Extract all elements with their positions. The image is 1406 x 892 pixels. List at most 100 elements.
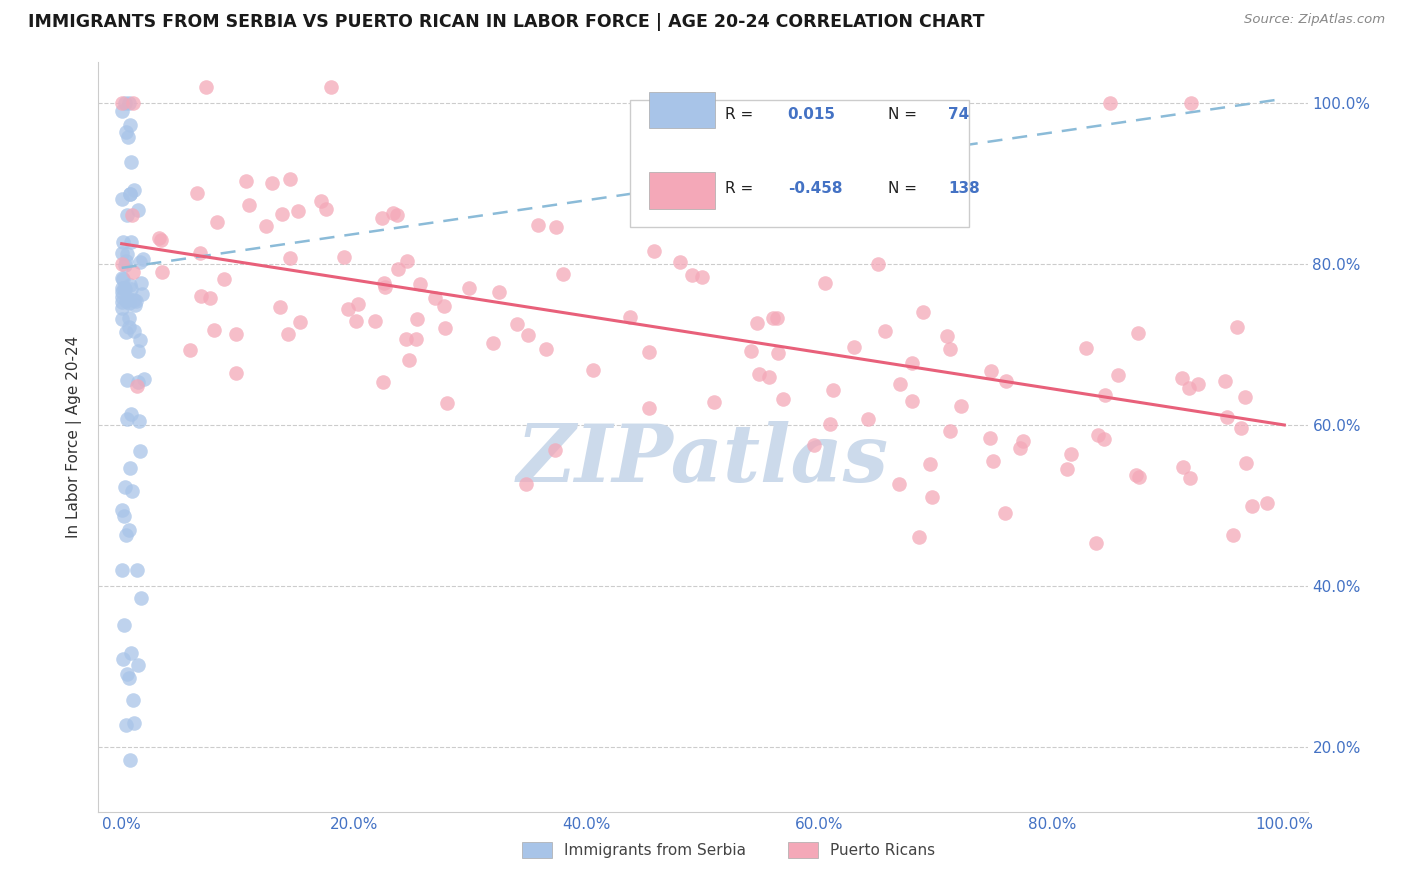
Point: [582, 362, 605, 376]
Point: [1012, 434, 1035, 449]
Point: [190, 288, 212, 302]
Point: [1226, 320, 1249, 334]
Point: [371, 211, 394, 226]
Point: [214, 272, 236, 286]
Point: [125, 563, 148, 577]
Point: [1213, 374, 1236, 388]
Point: [127, 376, 149, 390]
Point: [124, 184, 146, 198]
Point: [120, 461, 142, 475]
Point: [120, 187, 142, 202]
Point: [117, 130, 139, 145]
Point: [1180, 95, 1202, 110]
Point: [336, 301, 359, 316]
Point: [127, 343, 149, 358]
Point: [111, 270, 134, 285]
Point: [198, 291, 221, 305]
FancyBboxPatch shape: [522, 842, 551, 858]
Point: [908, 530, 931, 544]
Point: [238, 198, 260, 212]
Text: -0.458: -0.458: [787, 181, 842, 196]
FancyBboxPatch shape: [648, 92, 716, 128]
Text: 74: 74: [949, 107, 970, 122]
Point: [120, 646, 142, 660]
Point: [544, 443, 567, 458]
Point: [842, 340, 865, 354]
Point: [1094, 388, 1116, 402]
Point: [112, 281, 135, 295]
Point: [111, 95, 134, 110]
Point: [120, 155, 142, 169]
Point: [994, 374, 1017, 388]
Point: [423, 291, 446, 305]
Point: [271, 207, 294, 221]
Point: [195, 79, 218, 94]
Point: [1126, 326, 1149, 340]
Point: [901, 356, 924, 370]
Point: [638, 345, 661, 359]
Point: [936, 329, 959, 343]
Point: [118, 118, 141, 132]
Point: [994, 506, 1017, 520]
Point: [668, 255, 690, 269]
Point: [364, 314, 387, 328]
Point: [457, 281, 479, 295]
Point: [911, 304, 934, 318]
Point: [111, 311, 134, 326]
Point: [1171, 371, 1194, 385]
Text: R =: R =: [724, 107, 754, 122]
Point: [115, 412, 138, 426]
Point: [121, 483, 143, 498]
Point: [488, 285, 510, 299]
Point: [121, 208, 143, 222]
Point: [120, 407, 142, 421]
Point: [127, 202, 149, 217]
Point: [127, 657, 149, 672]
Point: [225, 327, 247, 342]
Point: [122, 95, 145, 110]
Point: [921, 491, 943, 505]
Point: [387, 262, 409, 277]
Point: [124, 298, 146, 312]
Point: [1216, 410, 1239, 425]
Point: [111, 294, 134, 309]
Point: [202, 323, 225, 337]
Point: [748, 367, 770, 381]
Point: [131, 276, 153, 290]
Text: N =: N =: [889, 107, 917, 122]
Point: [114, 325, 136, 339]
Point: [889, 476, 911, 491]
Point: [120, 235, 142, 249]
Point: [269, 300, 291, 314]
FancyBboxPatch shape: [630, 100, 969, 227]
Point: [111, 503, 134, 517]
Point: [1056, 462, 1078, 476]
Point: [125, 293, 148, 308]
Text: 0.015: 0.015: [787, 107, 835, 122]
Point: [703, 395, 725, 409]
Point: [619, 310, 641, 325]
Point: [551, 267, 574, 281]
Point: [117, 671, 139, 685]
Point: [981, 454, 1004, 468]
Point: [747, 316, 769, 330]
Point: [938, 424, 960, 438]
Text: N =: N =: [889, 181, 917, 196]
Point: [398, 352, 420, 367]
FancyBboxPatch shape: [787, 842, 818, 858]
Point: [152, 265, 174, 279]
Point: [118, 95, 141, 110]
Point: [319, 79, 342, 94]
Point: [131, 591, 153, 605]
Point: [128, 414, 150, 428]
Point: [114, 293, 136, 308]
Point: [111, 563, 134, 577]
Text: R =: R =: [724, 181, 754, 196]
Point: [115, 718, 138, 732]
Text: IMMIGRANTS FROM SERBIA VS PUERTO RICAN IN LABOR FORCE | AGE 20-24 CORRELATION CH: IMMIGRANTS FROM SERBIA VS PUERTO RICAN I…: [28, 13, 984, 31]
Point: [873, 325, 896, 339]
Point: [1128, 470, 1150, 484]
Point: [433, 299, 456, 313]
Point: [114, 528, 136, 542]
Point: [278, 171, 301, 186]
